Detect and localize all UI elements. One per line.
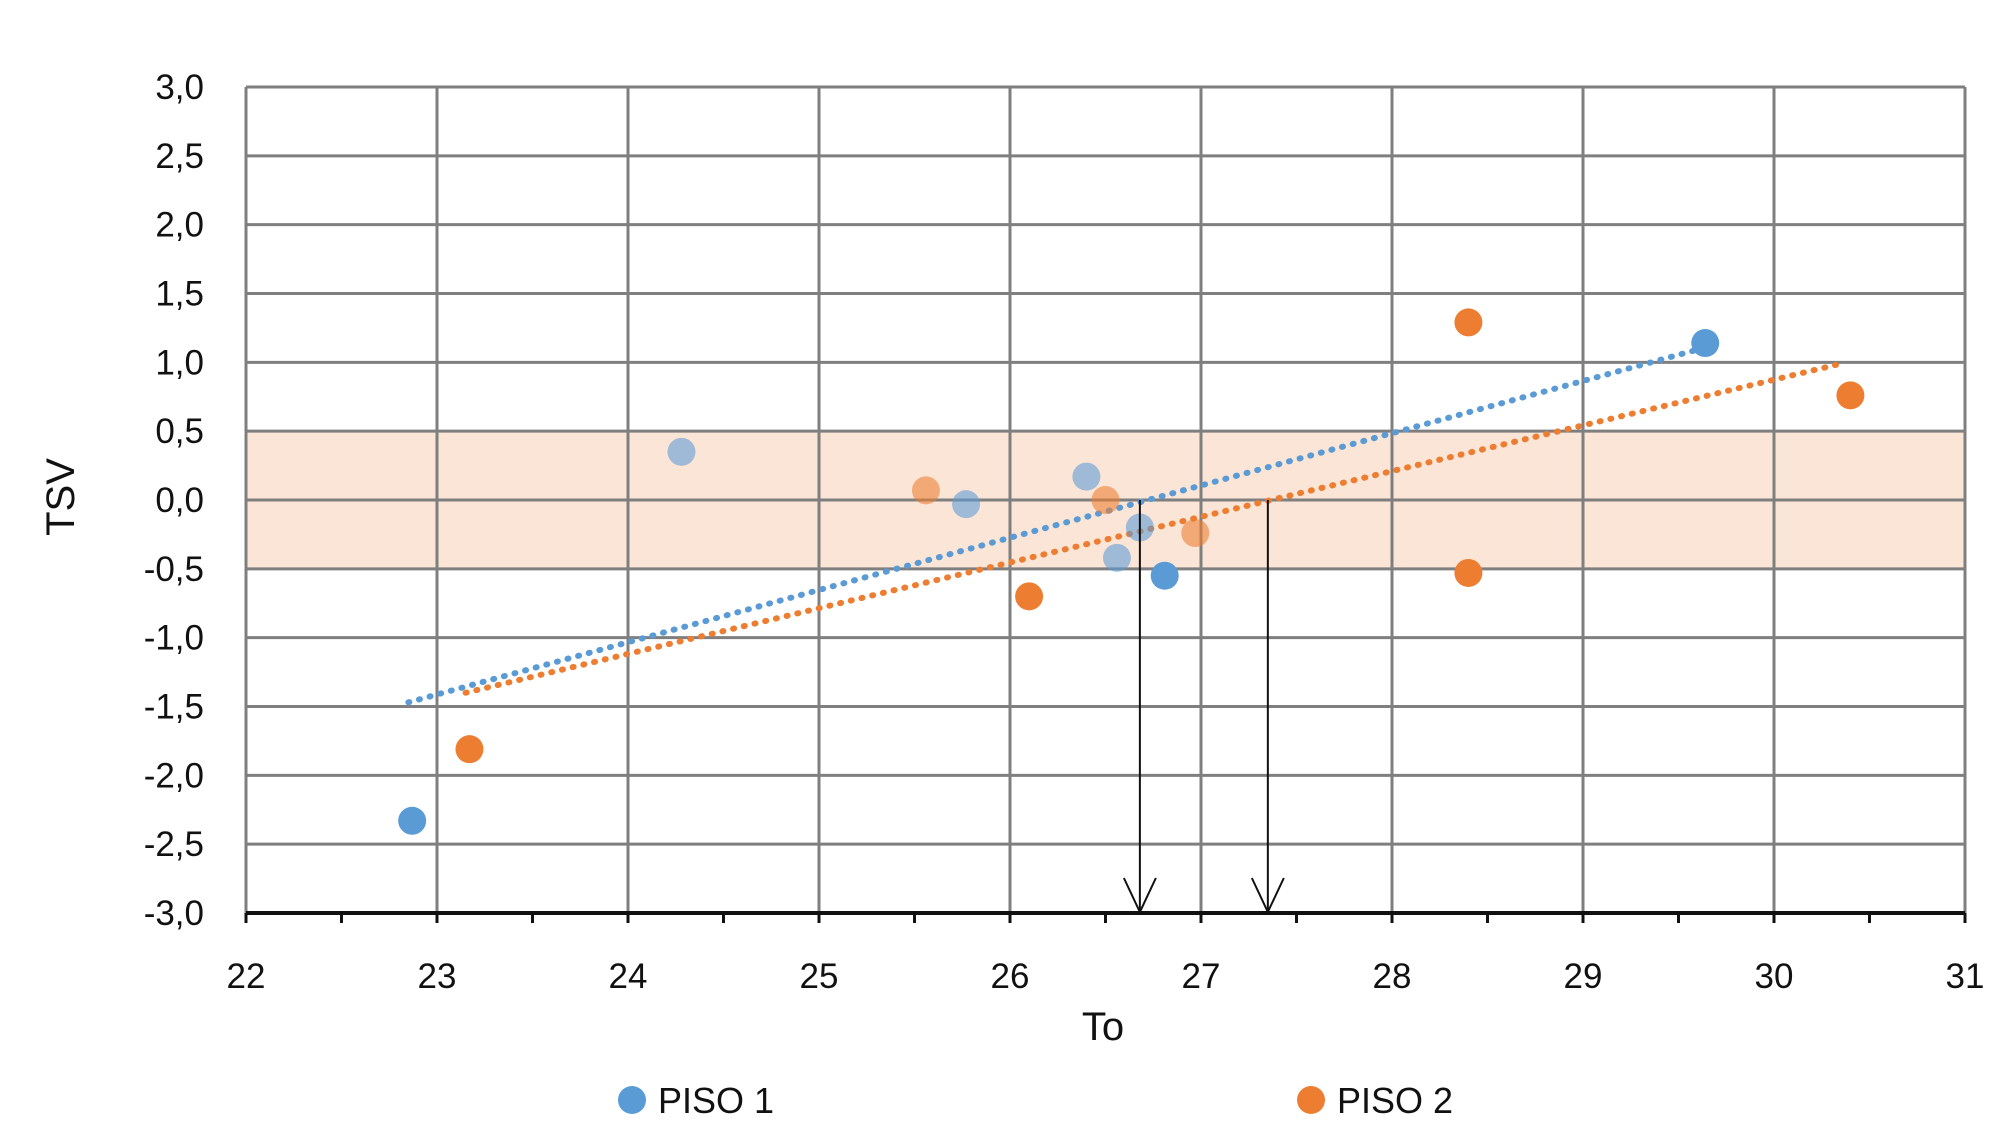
point-series-1-0: [398, 806, 427, 835]
point-series-2-5: [1454, 308, 1483, 337]
legend-label-piso-2: PISO 2: [1337, 1080, 1453, 1121]
y-tick-label-9: -1,5: [144, 688, 204, 727]
trendline-1: [405, 345, 1705, 706]
x-tick-label-9: 31: [1946, 957, 1985, 996]
x-tick-label-0: 22: [227, 957, 266, 996]
y-tick-label-2: 2,0: [155, 206, 204, 245]
point-series-1-3: [1072, 462, 1101, 491]
grid-layer: [244, 85, 1967, 923]
y-tick-label-1: 2,5: [155, 137, 204, 176]
point-layer: [398, 308, 1865, 835]
y-tick-label-0: 3,0: [155, 68, 204, 107]
point-series-2-0: [455, 735, 484, 764]
y-axis-title: TSV: [39, 458, 83, 536]
x-tick-label-1: 23: [418, 957, 457, 996]
point-series-1-1: [667, 437, 696, 466]
y-tick-label-6: 0,0: [155, 481, 204, 520]
point-series-2-3: [1091, 486, 1120, 514]
x-tick-label-8: 30: [1755, 957, 1794, 996]
y-tick-label-5: 0,5: [155, 412, 204, 451]
legend-label-piso-1: PISO 1: [658, 1080, 774, 1121]
y-tick-label-7: -0,5: [144, 550, 204, 589]
point-series-2-2: [1015, 582, 1044, 611]
reference-arrow-head-1: [1250, 877, 1285, 915]
y-tick-labels: 3,0 2,5 2,0 1,5 1,0 0,5 0,0 -0,5 -1,0 -1,5 -2,0 -2,…: [144, 68, 204, 933]
y-tick-label-11: -2,5: [144, 825, 204, 864]
y-tick-label-4: 1,0: [155, 343, 204, 382]
legend-marker-piso-2: [1297, 1086, 1325, 1114]
legend-marker-piso-1: [618, 1086, 646, 1114]
point-series-2-6: [1454, 558, 1483, 587]
y-tick-label-10: -2,0: [144, 756, 204, 795]
point-series-2-1: [911, 476, 940, 505]
x-tick-label-2: 24: [609, 957, 648, 996]
reference-arrow-layer: [1122, 500, 1285, 915]
point-series-2-4: [1181, 519, 1210, 548]
y-tick-label-8: -1,0: [144, 619, 204, 658]
x-axis-title: To: [1082, 1005, 1124, 1049]
point-series-1-2: [952, 490, 981, 519]
x-tick-label-7: 29: [1564, 957, 1603, 996]
x-tick-label-4: 26: [991, 957, 1030, 996]
y-tick-label-12: -3,0: [144, 894, 204, 933]
x-tick-label-5: 27: [1182, 957, 1221, 996]
reference-arrow-head-0: [1122, 877, 1157, 915]
x-tick-labels: 22 23 24 25 26 27 28 29 30 31: [227, 957, 1985, 996]
y-tick-label-3: 1,5: [155, 275, 204, 314]
point-series-1-6: [1150, 561, 1179, 590]
point-series-1-7: [1691, 329, 1720, 358]
point-series-2-7: [1836, 381, 1865, 410]
x-tick-label-6: 28: [1373, 957, 1412, 996]
point-series-1-5: [1102, 543, 1131, 572]
x-tick-label-3: 25: [800, 957, 839, 996]
legend: PISO 1 PISO 2: [618, 1080, 1453, 1121]
